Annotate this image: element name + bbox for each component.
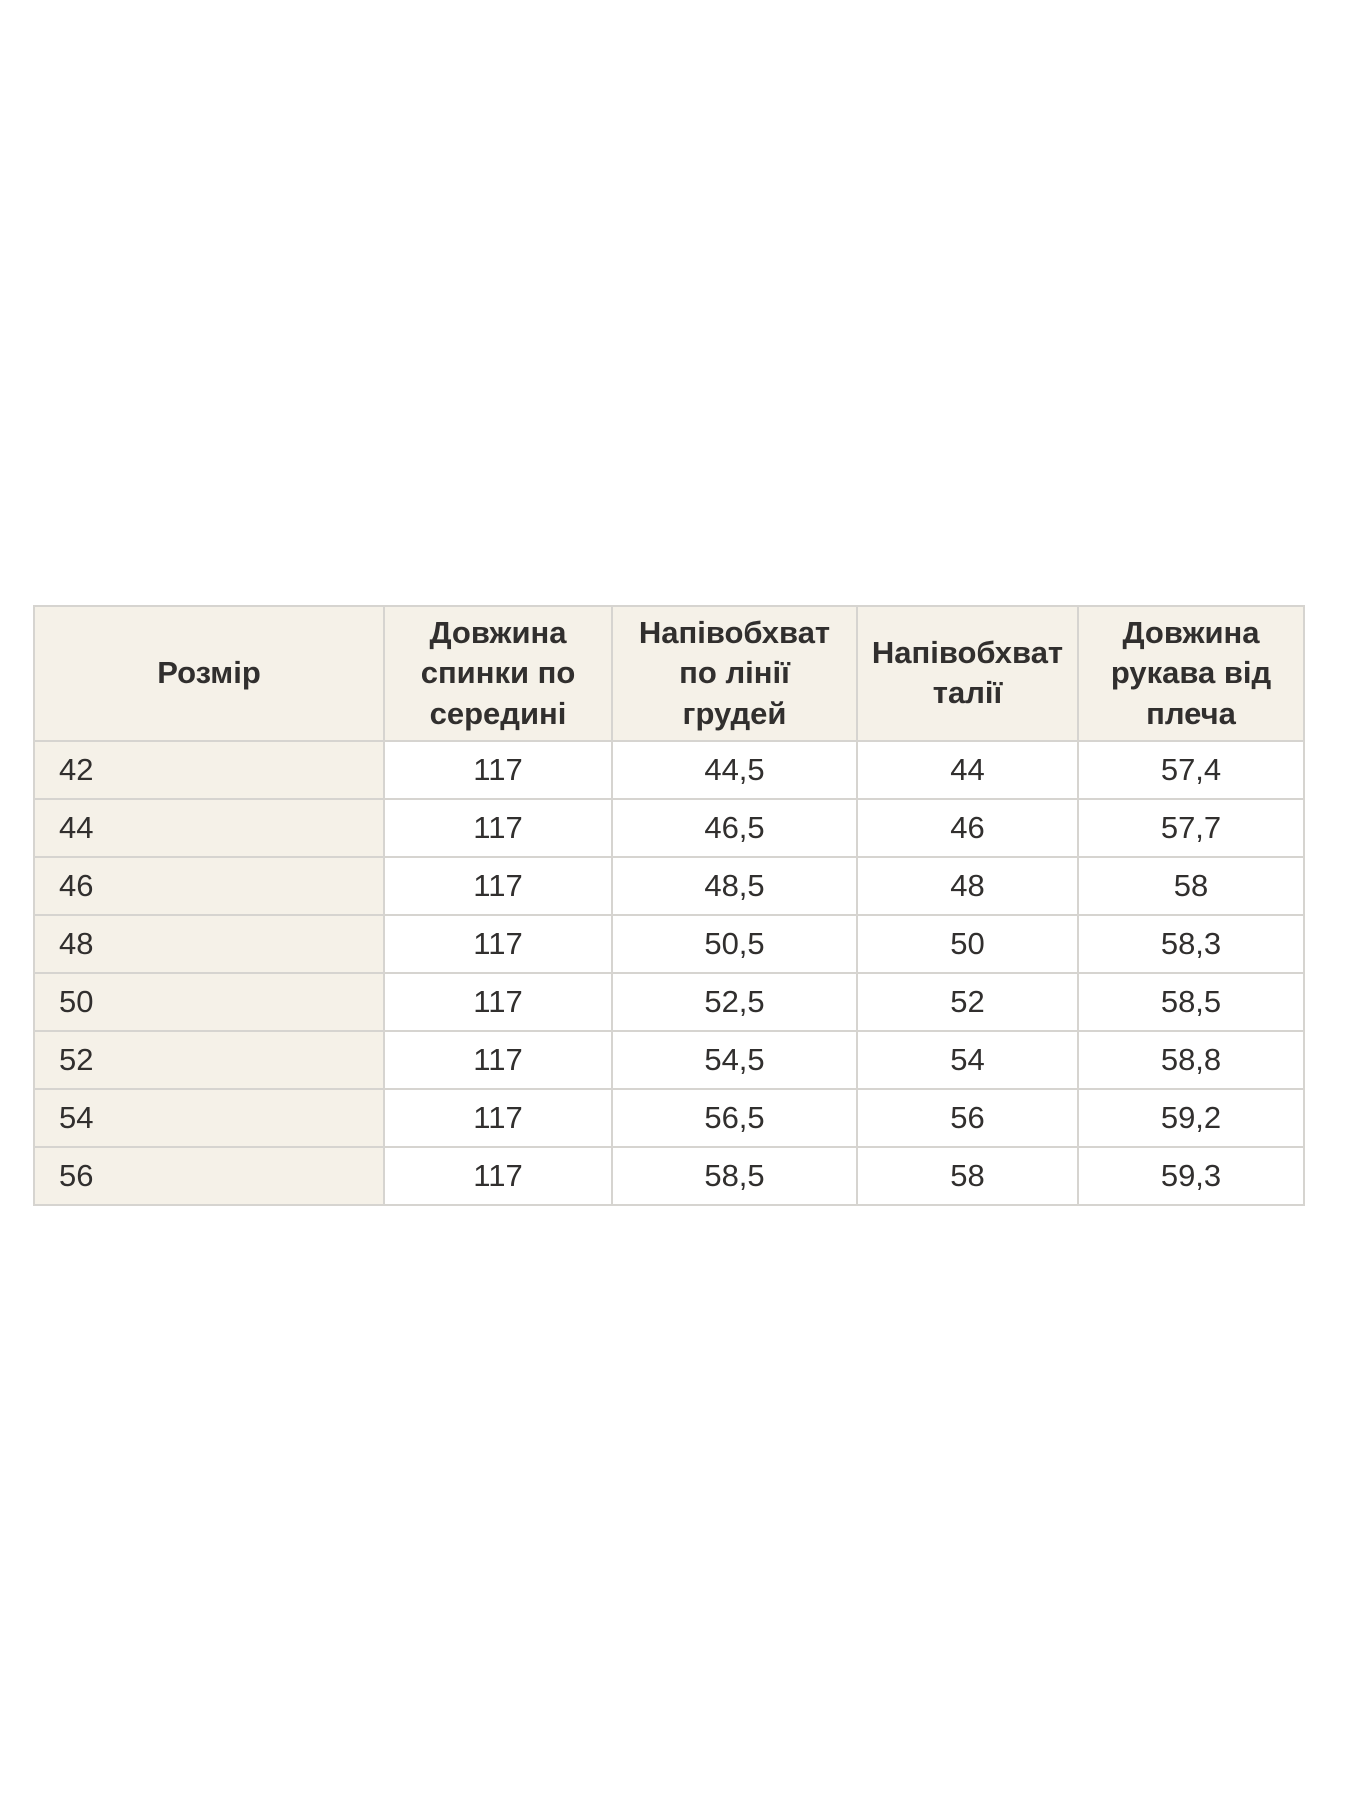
size-table-container: Розмір Довжина спинки по середині Напіво… xyxy=(33,605,1305,1206)
cell-waist: 58 xyxy=(856,1145,1079,1206)
cell-back-length: 117 xyxy=(383,797,613,858)
cell-size: 52 xyxy=(33,1029,385,1090)
cell-size: 50 xyxy=(33,971,385,1032)
cell-back-length: 117 xyxy=(383,739,613,800)
column-header-back-length: Довжина спинки по середині xyxy=(383,605,613,742)
cell-back-length: 117 xyxy=(383,1145,613,1206)
cell-size: 42 xyxy=(33,739,385,800)
cell-sleeve: 59,3 xyxy=(1077,1145,1305,1206)
cell-waist: 50 xyxy=(856,913,1079,974)
cell-sleeve: 59,2 xyxy=(1077,1087,1305,1148)
cell-back-length: 117 xyxy=(383,855,613,916)
size-table: Розмір Довжина спинки по середині Напіво… xyxy=(33,605,1305,1206)
cell-sleeve: 58 xyxy=(1077,855,1305,916)
cell-size: 44 xyxy=(33,797,385,858)
table-row: 44 117 46,5 46 57,7 xyxy=(33,797,1305,858)
table-row: 46 117 48,5 48 58 xyxy=(33,855,1305,916)
cell-size: 46 xyxy=(33,855,385,916)
table-row: 48 117 50,5 50 58,3 xyxy=(33,913,1305,974)
cell-waist: 54 xyxy=(856,1029,1079,1090)
cell-sleeve: 57,4 xyxy=(1077,739,1305,800)
cell-sleeve: 58,5 xyxy=(1077,971,1305,1032)
table-row: 42 117 44,5 44 57,4 xyxy=(33,739,1305,800)
table-row: 52 117 54,5 54 58,8 xyxy=(33,1029,1305,1090)
cell-sleeve: 57,7 xyxy=(1077,797,1305,858)
cell-sleeve: 58,8 xyxy=(1077,1029,1305,1090)
cell-size: 48 xyxy=(33,913,385,974)
column-header-waist-half-girth: Напівобхват талії xyxy=(856,605,1079,742)
column-header-chest-half-girth: Напівобхват по лінії грудей xyxy=(611,605,858,742)
cell-waist: 56 xyxy=(856,1087,1079,1148)
cell-waist: 44 xyxy=(856,739,1079,800)
column-header-size: Розмір xyxy=(33,605,385,742)
cell-back-length: 117 xyxy=(383,913,613,974)
table-row: 54 117 56,5 56 59,2 xyxy=(33,1087,1305,1148)
cell-size: 54 xyxy=(33,1087,385,1148)
cell-back-length: 117 xyxy=(383,1029,613,1090)
cell-back-length: 117 xyxy=(383,1087,613,1148)
cell-back-length: 117 xyxy=(383,971,613,1032)
cell-chest: 48,5 xyxy=(611,855,858,916)
cell-chest: 44,5 xyxy=(611,739,858,800)
cell-chest: 58,5 xyxy=(611,1145,858,1206)
cell-chest: 46,5 xyxy=(611,797,858,858)
cell-chest: 54,5 xyxy=(611,1029,858,1090)
cell-chest: 52,5 xyxy=(611,971,858,1032)
header-row: Розмір Довжина спинки по середині Напіво… xyxy=(33,605,1305,742)
cell-waist: 52 xyxy=(856,971,1079,1032)
cell-chest: 56,5 xyxy=(611,1087,858,1148)
cell-size: 56 xyxy=(33,1145,385,1206)
table-row: 50 117 52,5 52 58,5 xyxy=(33,971,1305,1032)
cell-waist: 48 xyxy=(856,855,1079,916)
cell-waist: 46 xyxy=(856,797,1079,858)
cell-chest: 50,5 xyxy=(611,913,858,974)
table-row: 56 117 58,5 58 59,3 xyxy=(33,1145,1305,1206)
cell-sleeve: 58,3 xyxy=(1077,913,1305,974)
column-header-sleeve-length: Довжина рукава від плеча xyxy=(1077,605,1305,742)
